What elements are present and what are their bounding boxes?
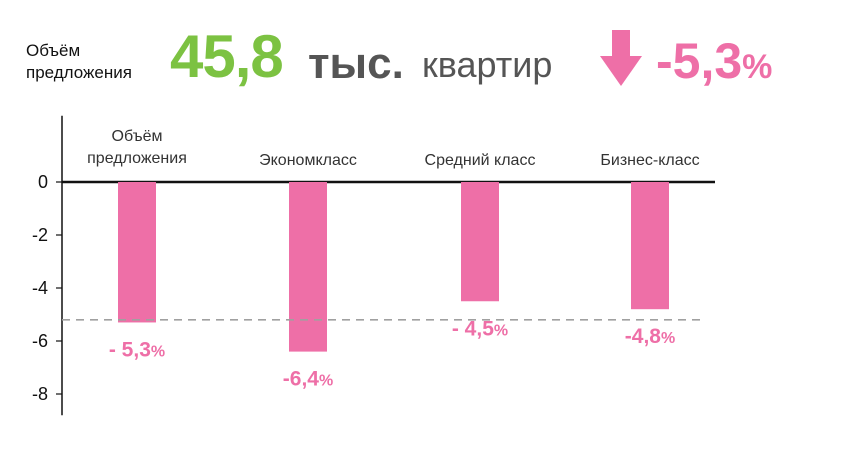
total-value: 45,8: [170, 23, 284, 90]
change-number: -5,3: [656, 33, 743, 89]
data-label: - 5,3%: [109, 338, 165, 361]
bar: [289, 182, 327, 352]
data-label: -6,4%: [283, 368, 333, 391]
y-tick-label: 0: [38, 172, 48, 192]
header-label-line1: Объём: [26, 41, 81, 60]
data-label-percent: %: [151, 343, 165, 360]
header-label-line2: предложения: [26, 63, 132, 82]
header-label: Объём предложения: [26, 40, 166, 84]
data-label: -4,8%: [625, 325, 675, 348]
category-label: предложения: [87, 150, 187, 167]
category-label: Объём: [112, 128, 163, 145]
category-label: Бизнес-класс: [600, 152, 699, 169]
data-label: - 4,5%: [452, 317, 508, 340]
y-tick-label: -2: [32, 225, 48, 245]
change-percent: %: [742, 48, 773, 86]
arrow-down-icon: [600, 30, 642, 86]
data-label-percent: %: [319, 373, 333, 390]
y-tick-label: -8: [32, 384, 48, 404]
unit-thousand: тыс.: [308, 39, 404, 88]
change-value: -5,3%: [656, 28, 772, 100]
bar: [631, 182, 669, 310]
data-label-percent: %: [661, 330, 675, 347]
y-tick-label: -4: [32, 278, 48, 298]
category-label: Экономкласс: [259, 152, 357, 169]
category-label: Средний класс: [425, 152, 536, 169]
y-tick-label: -6: [32, 331, 48, 351]
unit-apartments: квартир: [422, 44, 553, 85]
data-label-percent: %: [494, 322, 508, 339]
bar: [118, 182, 156, 323]
bar: [461, 182, 499, 302]
